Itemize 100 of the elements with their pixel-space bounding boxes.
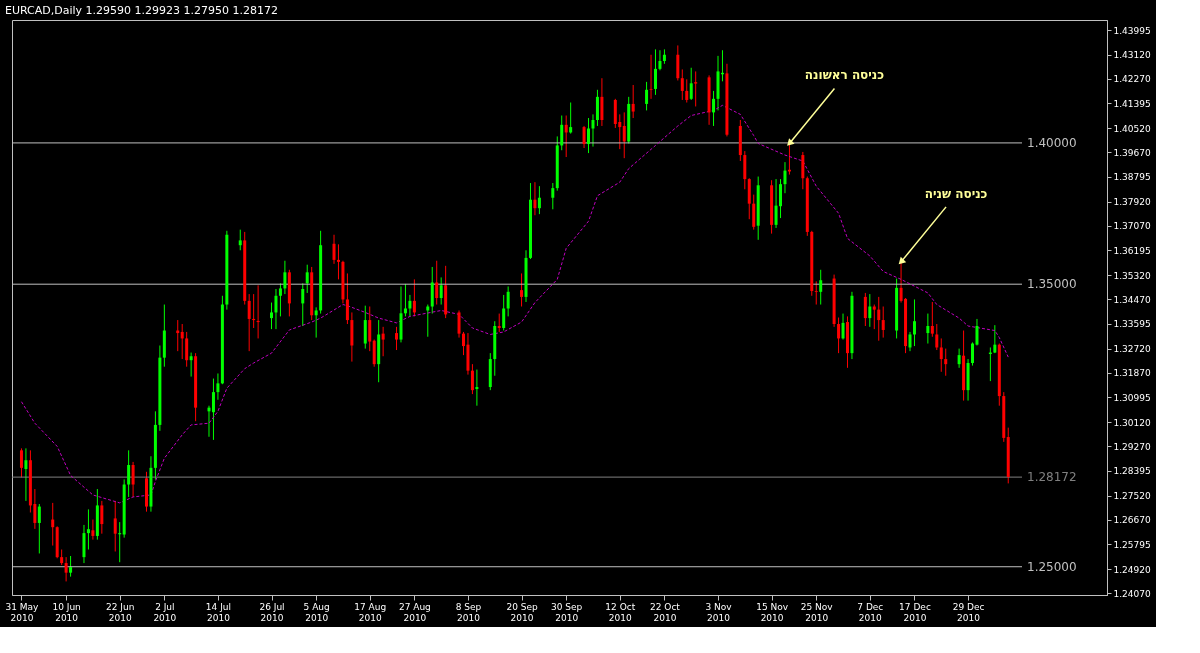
candlestick — [270, 302, 274, 330]
candlestick — [497, 313, 501, 333]
y-tick-label: 1.35320 — [1113, 270, 1151, 281]
candlestick — [314, 306, 318, 339]
candlestick — [819, 269, 823, 306]
candlestick — [877, 296, 881, 342]
candlestick — [412, 278, 416, 317]
y-tick-label: 1.40520 — [1113, 123, 1151, 134]
x-tick-label: 20 Sep 2010 — [506, 601, 538, 623]
candlestick — [537, 185, 541, 215]
candlestick — [868, 293, 872, 328]
y-tick-label: 1.26670 — [1113, 515, 1151, 526]
candlestick — [86, 508, 90, 551]
annotation: כניסה שניה — [924, 186, 988, 201]
candlestick — [582, 125, 586, 149]
candlestick — [301, 282, 305, 327]
y-tick-label: 1.41395 — [1113, 99, 1151, 109]
candlestick — [957, 348, 961, 369]
x-tick-label: 8 Sep 2010 — [455, 601, 482, 623]
y-tick-label: 1.29270 — [1113, 441, 1151, 452]
candlestick — [649, 54, 653, 100]
candlestick — [631, 84, 635, 119]
candlestick — [939, 337, 943, 373]
candlestick — [278, 282, 282, 317]
candlestick — [439, 276, 443, 306]
candlestick — [345, 272, 349, 325]
y-tick-label: 1.25795 — [1113, 539, 1151, 550]
candlestick — [881, 306, 885, 339]
candlestick — [908, 331, 912, 352]
candlestick — [457, 309, 461, 339]
candlestick — [533, 181, 537, 216]
x-tick-label: 17 Dec 2010 — [899, 601, 931, 623]
candlestick — [926, 313, 930, 345]
candlestick — [872, 304, 876, 330]
x-tick-label: 7 Dec 2010 — [857, 601, 884, 623]
candlestick — [863, 292, 867, 327]
x-tick-label: 29 Dec 2010 — [952, 601, 985, 623]
candlestick — [211, 378, 215, 441]
candlestick — [551, 182, 555, 210]
candlestick — [685, 78, 689, 104]
candlestick — [332, 234, 336, 265]
x-tick-label: 12 Oct 2010 — [605, 601, 636, 623]
ref-line-label: 1.25000 — [1027, 559, 1077, 574]
x-tick-label: 30 Sep 2010 — [551, 601, 583, 623]
y-tick-label: 1.24920 — [1113, 564, 1151, 575]
candlestick — [912, 298, 916, 347]
candlestick — [274, 288, 278, 330]
candlestick — [935, 323, 939, 351]
y-tick-label: 1.30120 — [1113, 417, 1151, 428]
candlestick — [305, 264, 309, 294]
candlestick — [837, 317, 841, 354]
y-tick-label: 1.24070 — [1113, 588, 1151, 599]
candlestick — [694, 70, 698, 107]
candlestick — [470, 363, 474, 395]
x-tick-label: 10 Jun 2010 — [52, 601, 81, 623]
candlestick — [600, 77, 604, 127]
candlestick — [779, 178, 783, 219]
y-tick-label: 1.38795 — [1113, 172, 1151, 183]
candlestick — [256, 284, 260, 339]
y-tick-label: 1.39670 — [1113, 147, 1151, 158]
candlestick — [216, 372, 220, 401]
y-tick-label: 1.32720 — [1113, 344, 1151, 355]
candlestick — [591, 113, 595, 148]
y-tick-label: 1.42270 — [1113, 74, 1151, 85]
candlestick — [435, 260, 439, 306]
x-tick-label: 17 Aug 2010 — [354, 601, 387, 623]
ref-line-label: 1.35000 — [1027, 277, 1077, 292]
candlestick — [645, 81, 649, 111]
x-tick-label: 22 Jun 2010 — [106, 601, 135, 623]
candlestick — [752, 194, 756, 231]
candlestick — [520, 272, 524, 308]
x-tick-label: 27 Aug 2010 — [398, 601, 431, 623]
candlestick — [100, 500, 104, 535]
x-tick-label: 14 Jul 2010 — [205, 601, 232, 623]
candlestick — [783, 161, 787, 194]
x-tick-label: 25 Nov 2010 — [800, 601, 834, 623]
x-tick-label: 31 May 2010 — [5, 601, 40, 623]
candlestick — [64, 556, 68, 582]
candlestick — [19, 447, 23, 478]
candlestick — [841, 313, 845, 341]
ref-line-label: 1.28172 — [1027, 470, 1077, 485]
x-tick-label: 3 Nov 2010 — [705, 601, 733, 623]
y-tick-label: 1.31870 — [1113, 368, 1151, 379]
candlestick — [506, 285, 510, 317]
y-tick-label: 1.34470 — [1113, 294, 1151, 305]
candlestick — [930, 301, 934, 338]
candlestick — [564, 115, 568, 158]
y-tick-label: 1.37920 — [1113, 197, 1151, 208]
y-tick-label: 1.33595 — [1113, 319, 1151, 330]
candlestick — [372, 339, 376, 368]
candlestick — [91, 519, 95, 541]
y-tick-label: 1.43120 — [1113, 50, 1151, 61]
candlestick — [238, 229, 242, 251]
y-tick-label: 1.30995 — [1113, 392, 1151, 403]
candlestick — [189, 352, 193, 378]
candlestick — [801, 151, 805, 190]
candlestick — [381, 326, 385, 357]
candlestick — [24, 447, 28, 502]
candlestick — [336, 243, 340, 280]
candlestick — [944, 348, 948, 377]
